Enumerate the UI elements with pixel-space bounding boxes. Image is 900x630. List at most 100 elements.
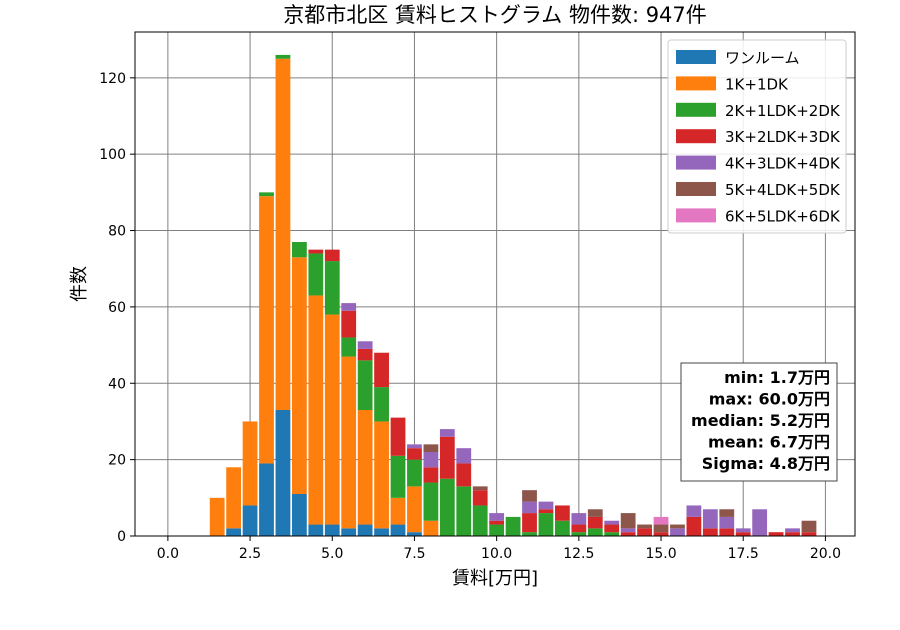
bar-segment <box>407 532 422 536</box>
y-tick-label: 100 <box>99 147 126 163</box>
bar-segment <box>571 513 587 525</box>
bar-segment <box>620 528 636 533</box>
stats-box: min: 1.7万円 max: 60.0万円 median: 5.2万円 mean: … <box>680 362 838 482</box>
x-axis-label: 賃料[万円] <box>452 568 538 589</box>
bar-segment <box>735 532 751 536</box>
bar-segment <box>522 513 537 533</box>
bar-segment <box>423 467 439 483</box>
bar-segment <box>407 448 422 460</box>
bar-segment <box>604 524 620 533</box>
stats-line: Sigma: 4.8万円 <box>702 454 830 473</box>
bar-segment <box>308 253 324 296</box>
legend: ワンルーム 1K+1DK 2K+1LDK+2DK 3K+2LDK+3DK 4K+3LDK… <box>667 39 847 234</box>
legend-label: 5K+4LDK+5DK <box>725 181 841 199</box>
bar-segment <box>357 524 373 536</box>
stats-line: mean: 6.7万円 <box>708 433 830 452</box>
bar-segment <box>653 516 669 525</box>
bar-segment <box>472 490 488 506</box>
bar-segment <box>209 497 225 536</box>
y-tick-label: 0 <box>117 529 126 545</box>
bar-segment <box>226 528 242 536</box>
x-tick-label: 20.0 <box>810 546 841 562</box>
bar-segment <box>653 524 669 533</box>
bar-segment <box>801 520 817 533</box>
bar-segment <box>308 295 324 525</box>
bar-segment <box>538 513 554 536</box>
y-tick-label: 80 <box>108 224 126 240</box>
bar-segment <box>604 532 620 536</box>
legend-label: 6K+5LDK+6DK <box>725 207 841 225</box>
bar-segment <box>489 513 505 521</box>
bar-segment <box>735 528 751 533</box>
legend-swatch <box>676 102 716 117</box>
bar-segment <box>374 528 389 536</box>
bar-segment <box>719 528 735 536</box>
bar-segment <box>291 242 307 258</box>
bar-segment <box>341 310 357 338</box>
bar-segment <box>604 520 620 525</box>
bar-segment <box>489 524 505 536</box>
x-tick-label: 15.0 <box>645 546 676 562</box>
bar-segment <box>357 348 373 361</box>
bar-segment <box>275 410 291 536</box>
bar-segment <box>324 314 340 525</box>
bar-segment <box>423 444 439 452</box>
bar-segment <box>555 505 570 521</box>
y-axis-label: 件数 <box>69 266 90 302</box>
bar-segment <box>341 528 357 536</box>
legend-swatch <box>676 76 716 91</box>
bar-segment <box>439 436 455 479</box>
bar-segment <box>374 352 389 388</box>
bar-segment <box>357 360 373 410</box>
legend-label: 3K+2LDK+3DK <box>725 128 841 146</box>
bar-segment <box>555 520 570 536</box>
bar-segment <box>357 410 373 525</box>
bar-segment <box>308 249 324 254</box>
bar-segment <box>538 501 554 510</box>
bar-segment <box>390 524 406 536</box>
bar-segment <box>587 516 603 529</box>
bar-segment <box>571 524 587 533</box>
bars <box>209 54 817 536</box>
y-tick-label: 20 <box>108 453 126 469</box>
plot-frame <box>134 31 856 537</box>
bar-segment <box>423 452 439 468</box>
chart-title: 京都市北区 賃料ヒストグラム 物件数: 947件 <box>283 3 707 27</box>
bar-segment <box>407 444 422 449</box>
bar-segment <box>324 261 340 315</box>
bar-segment <box>341 303 357 311</box>
legend-label: 4K+3LDK+4DK <box>725 155 841 173</box>
bar-segment <box>341 356 357 529</box>
bar-segment <box>291 494 307 536</box>
bar-segment <box>439 429 455 437</box>
bar-segment <box>538 509 554 514</box>
legend-label: 1K+1DK <box>725 75 789 93</box>
bar-segment <box>374 421 389 529</box>
legend-label: 2K+1LDK+2DK <box>725 102 841 120</box>
bar-segment <box>423 520 439 536</box>
x-tick-label: 10.0 <box>481 546 512 562</box>
bar-segment <box>768 532 784 536</box>
bar-segment <box>259 196 274 464</box>
bar-segment <box>587 509 603 517</box>
x-tick-label: 17.5 <box>728 546 759 562</box>
bar-segment <box>522 490 537 502</box>
axis-ticks: 0.0 2.5 5.0 7.5 10.0 12.5 15.0 17.5 20.0 0 20 40 60 8… <box>99 71 841 562</box>
bar-segment <box>571 532 587 536</box>
y-tick-label: 60 <box>108 300 126 316</box>
bar-segment <box>653 532 669 536</box>
bar-segment <box>801 532 817 536</box>
bar-segment <box>472 505 488 536</box>
bar-segment <box>390 455 406 498</box>
bar-segment <box>670 524 685 529</box>
bar-segment <box>752 509 768 536</box>
bar-segment <box>785 528 800 533</box>
bar-segment <box>407 486 422 533</box>
bar-segment <box>505 516 521 536</box>
legend-swatch <box>676 155 716 170</box>
stats-line: min: 1.7万円 <box>724 368 830 387</box>
stats-line: median: 5.2万円 <box>691 411 830 430</box>
stats-line: max: 60.0万円 <box>709 390 830 409</box>
x-tick-label: 0.0 <box>157 546 179 562</box>
